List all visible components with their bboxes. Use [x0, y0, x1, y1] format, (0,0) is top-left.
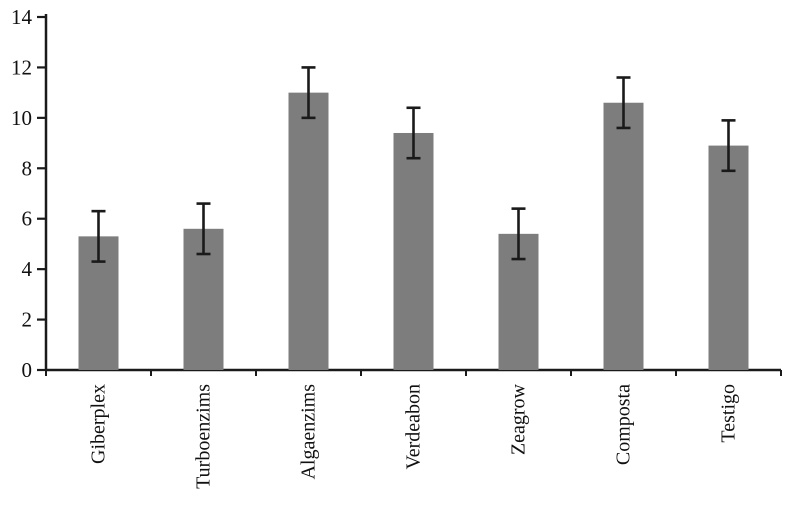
x-tick-label: Algaenzims [298, 384, 320, 480]
bar-testigo [708, 145, 749, 370]
x-tick-label: Testigo [718, 384, 740, 443]
y-tick-label: 6 [22, 207, 33, 231]
bar-composta [603, 102, 644, 370]
y-tick-label: 8 [22, 156, 33, 180]
x-tick-label: Turboenzims [193, 384, 215, 489]
y-tick-label: 14 [11, 5, 33, 29]
x-tick-label: Composta [613, 384, 635, 465]
y-tick-label: 4 [22, 257, 33, 281]
x-tick-label: Giberplex [88, 384, 110, 464]
y-tick-label: 2 [22, 308, 33, 332]
bar-verdeabon [393, 132, 434, 370]
y-tick-label: 12 [11, 55, 32, 79]
bar-algaenzims [288, 92, 329, 371]
x-tick-label: Verdeabon [403, 384, 425, 470]
y-tick-label: 10 [11, 106, 32, 130]
y-tick-label: 0 [22, 358, 33, 382]
x-tick-label: Zeagrow [508, 383, 530, 455]
